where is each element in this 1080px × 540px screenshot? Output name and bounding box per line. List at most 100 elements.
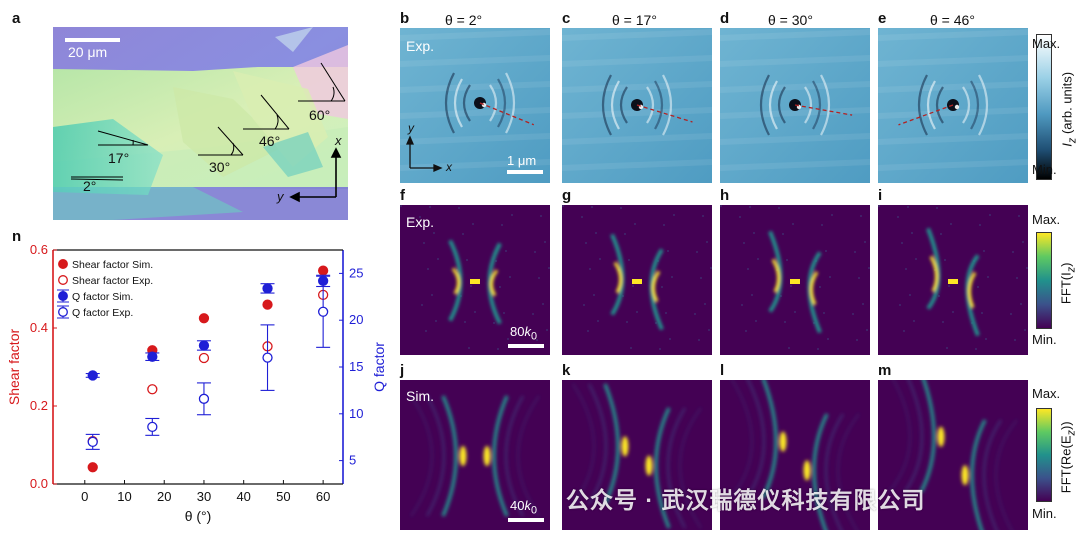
legend-marker	[58, 307, 68, 317]
q-point	[147, 421, 158, 433]
label-m: m	[878, 362, 892, 379]
colorbar-intensity-min: Min.	[1032, 162, 1057, 177]
shear-point	[147, 384, 158, 395]
label-i: i	[878, 187, 883, 204]
fft-sim-image-l	[720, 380, 870, 530]
row-b-scale-label: 1 μm	[507, 153, 537, 168]
row-b-tag: Exp.	[406, 38, 435, 54]
x-axis-label: θ (°)	[185, 508, 212, 524]
fft-sim-image-j	[400, 380, 550, 530]
field-image-c	[562, 28, 712, 183]
micrograph-axis-y: y	[277, 189, 284, 204]
field-image-b	[400, 28, 550, 183]
y-right-axis-label: Q factor	[371, 342, 387, 392]
legend-entry: Q factor Sim.	[72, 291, 133, 303]
fft-sim-image-m	[878, 380, 1028, 530]
theta-title-1: θ = 2°	[445, 12, 483, 28]
row-f-tag: Exp.	[406, 214, 435, 230]
colorbar-intensity-title: Iz (arb. units)	[1059, 71, 1079, 147]
y-left-tick-label: 0.0	[30, 476, 48, 491]
label-n: n	[12, 228, 22, 245]
y-right-tick-label: 15	[349, 359, 363, 374]
colorbar-intensity-max: Max.	[1032, 36, 1061, 51]
x-tick-label: 30	[197, 489, 211, 504]
label-d: d	[720, 10, 730, 27]
colorbar-fft-exp	[1036, 232, 1052, 329]
label-f: f	[400, 187, 405, 204]
label-l: l	[720, 362, 725, 379]
q-point	[198, 393, 210, 404]
label-a: a	[12, 10, 21, 27]
label-h: h	[720, 187, 730, 204]
colorbar-fft-sim-max: Max.	[1032, 386, 1061, 401]
q-point	[262, 352, 273, 363]
y-right-tick-label: 5	[349, 453, 356, 468]
row-f-scale-label: 80k0	[510, 324, 537, 343]
y-right-tick-label: 25	[349, 265, 363, 280]
fft-exp-image-h	[720, 205, 870, 355]
y-left-axis-label: Shear factor	[6, 329, 22, 406]
colorbar-fft-sim	[1036, 408, 1052, 502]
fft-exp-image-i	[878, 205, 1028, 355]
shear-point	[317, 265, 329, 276]
q-point	[262, 283, 273, 294]
label-k: k	[562, 362, 571, 379]
x-tick-label: 60	[316, 489, 330, 504]
x-tick-label: 0	[81, 489, 88, 504]
legend-entry: Shear factor Exp.	[72, 275, 153, 287]
q-point	[147, 351, 158, 362]
angle-label-2: 2°	[83, 178, 97, 194]
colorbar-intensity	[1036, 34, 1052, 180]
q-point	[317, 306, 329, 317]
q-point	[87, 370, 98, 381]
colorbar-fft-sim-title: FFT(Re(Ez))	[1058, 421, 1078, 494]
angle-label-60: 60°	[309, 107, 331, 123]
label-g: g	[562, 187, 572, 204]
y-left-tick-label: 0.6	[30, 242, 48, 257]
row-b-axis-x: x	[446, 160, 452, 174]
x-tick-label: 10	[117, 489, 131, 504]
legend-marker	[58, 275, 68, 285]
micrograph-image	[53, 27, 348, 220]
y-left-tick-label: 0.2	[30, 398, 48, 413]
row-b-axis-y: y	[408, 121, 414, 135]
theta-title-3: θ = 30°	[768, 12, 813, 28]
legend-entry: Shear factor Sim.	[72, 259, 153, 271]
fft-exp-image-f	[400, 205, 550, 355]
field-image-e	[878, 28, 1028, 183]
field-image-d	[720, 28, 870, 183]
row-f-scale-bar	[508, 344, 544, 348]
angle-label-30: 30°	[209, 159, 231, 175]
angle-label-46: 46°	[259, 133, 281, 149]
row-j-scale-label: 40k0	[510, 498, 537, 517]
colorbar-fft-exp-min: Min.	[1032, 332, 1057, 347]
colorbar-fft-exp-title: FFT(Iz)	[1058, 262, 1078, 305]
theta-title-4: θ = 46°	[930, 12, 975, 28]
y-left-tick-label: 0.4	[30, 320, 48, 335]
shear-q-chart: 0 10 20 30 40 50 60 0.0 0.2 0.4 0.6 5 10 15 20 25 θ (°) S…	[6, 242, 387, 524]
shear-point	[262, 299, 273, 310]
micrograph-panel: 20 μm 2° 17° 30° 46° 60° x y	[53, 27, 348, 220]
y-right-tick-label: 20	[349, 312, 363, 327]
row-j-tag: Sim.	[406, 388, 434, 404]
watermark-text: 公众号 · 武汉瑞德仪科技有限公司	[566, 487, 926, 513]
shear-point	[87, 462, 98, 473]
fft-sim-image-k	[562, 380, 712, 530]
q-point	[198, 340, 210, 351]
y-right-tick-label: 10	[349, 406, 363, 421]
row-b-axes	[406, 135, 443, 172]
micrograph-scale-label: 20 μm	[68, 44, 108, 60]
label-b: b	[400, 10, 410, 27]
theta-title-2: θ = 17°	[612, 12, 657, 28]
colorbar-fft-exp-max: Max.	[1032, 212, 1061, 227]
legend-entry: Q factor Exp.	[72, 307, 133, 319]
row-j-scale-bar	[508, 518, 544, 522]
fft-exp-image-g	[562, 205, 712, 355]
row-b-scale-bar	[507, 170, 543, 174]
label-e: e	[878, 10, 887, 27]
legend-marker	[58, 259, 68, 269]
angle-label-17: 17°	[108, 150, 130, 166]
label-c: c	[562, 10, 571, 27]
colorbar-fft-sim-min: Min.	[1032, 506, 1057, 521]
